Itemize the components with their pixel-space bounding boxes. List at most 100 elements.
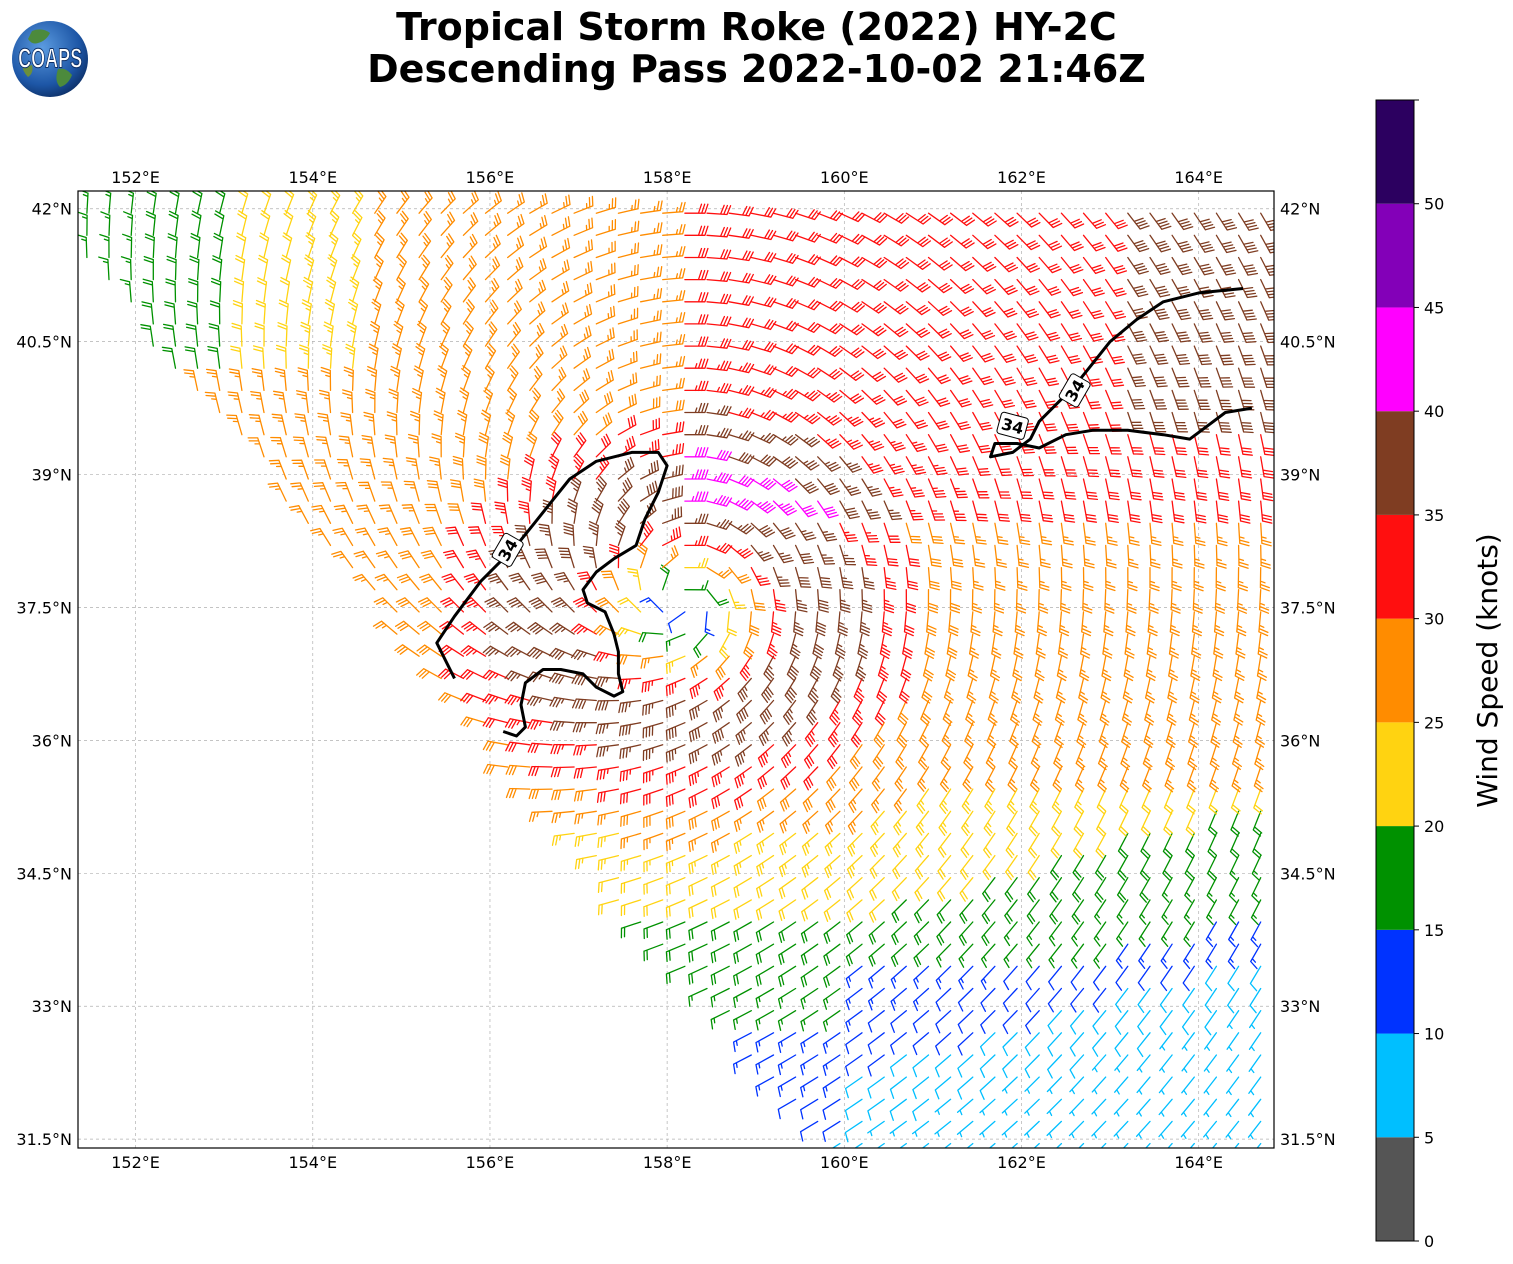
wind-barb <box>710 854 730 876</box>
wind-barb <box>1082 234 1106 252</box>
wind-barb <box>794 276 821 288</box>
wind-barb <box>684 580 709 591</box>
wind-barb <box>903 611 915 637</box>
wind-barb <box>889 1098 907 1121</box>
wind-barb <box>1190 655 1201 682</box>
wind-barb <box>597 832 620 849</box>
wind-barb <box>855 655 867 682</box>
wind-barb <box>688 921 708 941</box>
wind-barb <box>994 500 1010 522</box>
wind-barb <box>639 222 663 236</box>
wind-barb <box>728 475 755 488</box>
wind-barb <box>1260 456 1274 479</box>
wind-barb <box>1215 256 1237 276</box>
wind-barb <box>949 566 962 591</box>
wind-barb <box>1215 544 1227 569</box>
wind-barb <box>665 633 686 652</box>
wind-barb <box>994 367 1016 386</box>
wind-barb <box>817 278 844 289</box>
wind-barb <box>772 500 797 516</box>
wind-barb <box>905 301 931 316</box>
wind-barb <box>861 234 888 246</box>
lon-tick-bottom: 162°E <box>997 1153 1046 1172</box>
wind-barb <box>728 589 747 610</box>
wind-barb <box>1105 256 1128 275</box>
wind-barb <box>1142 744 1153 771</box>
wind-barb <box>1127 500 1141 524</box>
wind-barb <box>847 810 863 835</box>
wind-barb <box>794 566 812 588</box>
wind-barb <box>985 744 996 771</box>
wind-barb <box>839 456 863 473</box>
wind-barb <box>980 965 996 990</box>
wind-barb <box>642 766 664 784</box>
wind-barb <box>478 432 490 458</box>
wind-barb <box>462 277 477 303</box>
wind-barb <box>507 387 518 414</box>
wind-barb <box>636 542 648 569</box>
wind-barb <box>462 320 474 347</box>
wind-barb <box>1060 434 1079 455</box>
wind-barb <box>582 545 597 569</box>
wind-barb <box>1024 1120 1040 1138</box>
wind-barb <box>982 854 996 881</box>
wind-barb <box>1215 478 1230 502</box>
wind-barb <box>772 388 799 400</box>
wind-barb <box>1248 1076 1262 1096</box>
wind-barb <box>961 810 974 837</box>
wind-barb <box>1080 633 1091 659</box>
wind-barb <box>461 365 471 392</box>
lon-tick-bottom: 158°E <box>643 1153 692 1172</box>
wind-barb <box>208 323 221 347</box>
wind-barb <box>801 854 819 878</box>
wind-barb <box>549 696 575 708</box>
wind-barb <box>1016 478 1033 500</box>
wind-barb <box>684 225 709 236</box>
wind-barb <box>1038 367 1060 387</box>
wind-barb <box>801 877 819 900</box>
wind-barb <box>288 505 309 524</box>
wind-barb <box>505 621 531 635</box>
wind-barb <box>1002 987 1018 1013</box>
wind-barb <box>981 899 996 925</box>
wind-barb <box>772 366 799 377</box>
wind-barb <box>1072 854 1085 881</box>
lon-tick-bottom: 164°E <box>1174 1153 1223 1172</box>
wind-barb <box>468 526 487 547</box>
wind-barb <box>972 301 996 318</box>
lon-tick-top: 162°E <box>997 168 1046 187</box>
wind-barb <box>1038 234 1063 251</box>
wind-barb <box>772 522 796 540</box>
wind-barb <box>1227 965 1240 992</box>
wind-barb <box>905 389 929 407</box>
wind-barb <box>226 414 243 436</box>
wind-barb <box>750 364 777 376</box>
wind-barb <box>945 655 957 682</box>
wind-barb <box>839 411 864 427</box>
wind-barb <box>1233 699 1244 726</box>
wind-barb <box>846 854 863 879</box>
wind-barb <box>1160 965 1173 992</box>
wind-barb <box>809 655 822 682</box>
wind-barb <box>1082 478 1099 501</box>
wind-barb <box>1082 522 1096 546</box>
wind-barb <box>394 620 420 635</box>
wind-barb <box>706 226 732 238</box>
wind-barb <box>1002 1032 1018 1057</box>
wind-barb <box>1105 456 1121 478</box>
wind-barb <box>275 344 287 369</box>
wind-barb <box>1048 965 1063 991</box>
wind-barb <box>368 343 379 369</box>
wind-barb <box>1215 367 1234 388</box>
wind-barb <box>100 211 111 236</box>
wind-barb <box>526 646 553 660</box>
wind-barb <box>688 854 708 875</box>
wind-barb <box>733 899 752 920</box>
wind-barb <box>643 921 664 940</box>
wind-barb <box>1171 500 1185 524</box>
wind-barb <box>420 550 442 569</box>
wind-barb <box>232 300 244 325</box>
wind-barb <box>1168 633 1180 659</box>
wind-barb <box>710 877 730 898</box>
wind-barb <box>912 1054 930 1078</box>
